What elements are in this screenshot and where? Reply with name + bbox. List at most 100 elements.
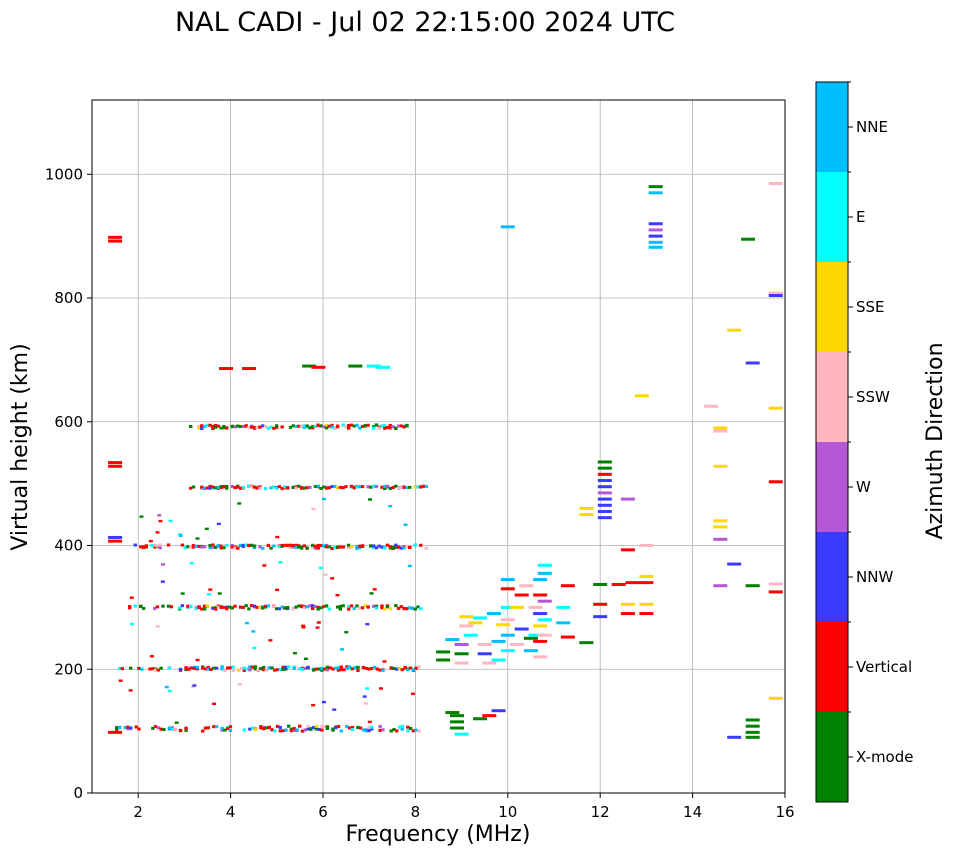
echo-mark	[358, 544, 362, 548]
echo-point	[491, 709, 506, 713]
echo-point	[528, 605, 543, 609]
colorbar-segment	[816, 262, 848, 352]
echo-mark	[367, 726, 371, 730]
echo-mark	[367, 729, 371, 733]
echo-mark	[280, 544, 284, 548]
echo-mark	[355, 423, 359, 427]
echo-mark	[406, 725, 410, 729]
echo-mark	[155, 605, 160, 609]
echo-point	[597, 466, 612, 470]
echo-point	[523, 649, 538, 653]
echo-mark	[267, 666, 271, 670]
echo-mark	[126, 727, 130, 731]
echo-point	[537, 571, 552, 575]
echo-mark	[211, 543, 215, 547]
echo-mark	[310, 545, 315, 549]
echo-point	[537, 563, 552, 567]
echo-mark	[275, 724, 280, 728]
echo-point	[639, 581, 654, 585]
echo-point	[713, 426, 728, 430]
echo-mark	[310, 607, 315, 611]
echo-mark	[211, 545, 215, 549]
echo-mark	[220, 665, 224, 669]
echo-mark	[233, 604, 237, 608]
echo-mark	[189, 604, 193, 608]
echo-mark	[365, 687, 370, 690]
echo-mark	[321, 497, 326, 501]
echo-mark	[388, 486, 392, 490]
echo-mark	[148, 667, 152, 671]
echo-mark	[333, 427, 337, 431]
echo-mark	[150, 544, 154, 548]
echo-mark	[208, 588, 213, 591]
echo-point	[768, 590, 783, 594]
echo-mark	[280, 425, 284, 429]
echo-mark	[160, 563, 165, 566]
echo-mark	[396, 486, 401, 490]
echo-mark	[300, 729, 305, 733]
echo-mark	[294, 486, 298, 490]
echo-mark	[262, 668, 266, 672]
echo-mark	[200, 607, 204, 611]
echo-mark	[225, 486, 229, 490]
echo-mark	[250, 604, 254, 608]
echo-mark	[316, 543, 320, 547]
echo-mark	[222, 485, 226, 489]
echo-mark	[350, 727, 355, 731]
band-592	[189, 423, 409, 431]
echo-point	[560, 635, 575, 639]
echo-mark	[349, 484, 354, 488]
echo-mark	[158, 519, 163, 523]
echo-mark	[325, 665, 330, 669]
colorbar-category-label: Vertical	[856, 658, 912, 676]
echo-point	[537, 599, 552, 603]
echo-point	[768, 294, 783, 298]
y-tick-label: 600	[54, 413, 83, 431]
echo-mark	[280, 487, 284, 491]
echo-mark	[400, 727, 404, 731]
echo-mark	[313, 546, 318, 550]
echo-mark	[194, 544, 198, 548]
echo-mark	[414, 728, 418, 732]
echo-mark	[419, 543, 423, 547]
echo-mark	[313, 425, 318, 429]
echo-mark	[334, 666, 338, 670]
echo-mark	[247, 484, 251, 488]
echo-point	[597, 479, 612, 483]
echo-mark	[220, 667, 224, 671]
echo-point	[500, 587, 515, 591]
echo-point	[620, 497, 635, 501]
echo-mark	[206, 726, 210, 730]
echo-mark	[388, 545, 392, 549]
y-tick-label: 0	[73, 784, 83, 802]
echo-mark	[187, 667, 191, 671]
echo-point	[366, 364, 381, 368]
echo-point	[768, 291, 783, 295]
echo-mark	[286, 724, 291, 728]
echo-mark	[256, 668, 260, 672]
x-tick-label: 2	[133, 803, 143, 821]
echo-mark	[416, 485, 420, 489]
echo-mark	[219, 485, 223, 489]
echo-mark	[380, 604, 384, 608]
echo-mark	[366, 423, 370, 427]
echo-mark	[413, 543, 417, 547]
echo-mark	[213, 545, 218, 549]
echo-mark	[180, 543, 185, 547]
echo-point	[579, 506, 594, 510]
echo-mark	[236, 546, 240, 550]
echo-mark	[370, 667, 374, 671]
echo-mark	[152, 543, 157, 547]
echo-mark	[405, 544, 409, 548]
echo-mark	[189, 424, 193, 428]
echo-point	[473, 616, 488, 620]
echo-mark	[347, 543, 351, 547]
echo-mark	[399, 485, 404, 489]
echo-mark	[383, 607, 387, 611]
echo-mark	[139, 605, 143, 609]
echo-mark	[195, 537, 200, 540]
echo-mark	[406, 668, 410, 672]
echo-mark	[251, 630, 256, 633]
echo-mark	[381, 668, 385, 672]
echo-mark	[216, 544, 221, 548]
